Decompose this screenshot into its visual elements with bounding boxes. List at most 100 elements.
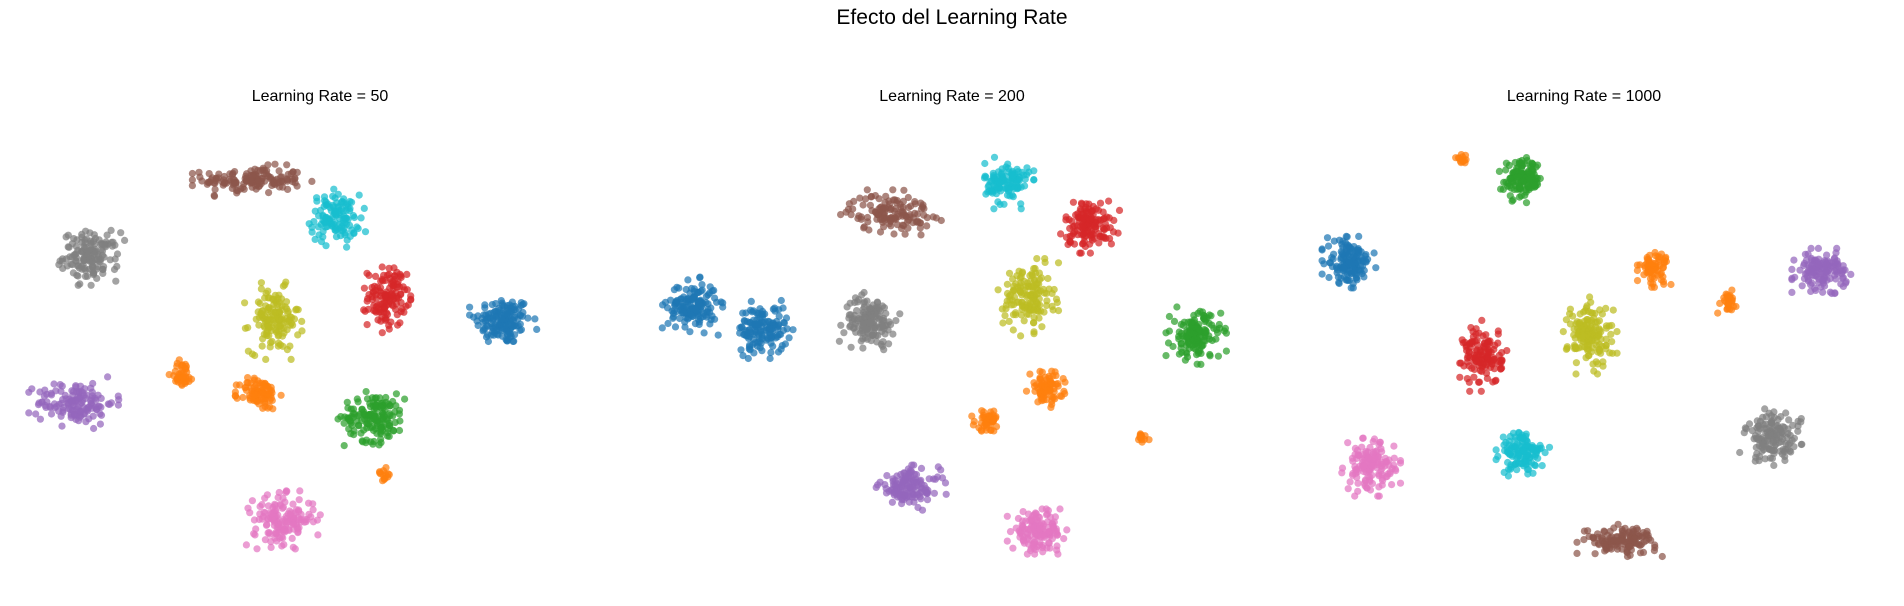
data-point	[533, 325, 541, 333]
data-point	[1584, 527, 1592, 535]
scatter-plot-lr-1000	[1318, 151, 1855, 561]
data-point	[1056, 392, 1064, 400]
data-point	[1494, 339, 1502, 347]
data-point	[1214, 352, 1222, 360]
data-point	[1478, 316, 1486, 324]
data-point	[1770, 461, 1778, 469]
data-point	[1667, 280, 1675, 289]
data-point	[1521, 174, 1529, 182]
data-point	[863, 186, 871, 194]
data-point	[1648, 259, 1656, 267]
data-point	[1796, 266, 1804, 274]
data-point	[1789, 421, 1797, 429]
data-point	[1006, 528, 1015, 536]
data-point	[1480, 339, 1488, 347]
data-point	[279, 527, 287, 535]
data-point	[395, 426, 404, 435]
data-point	[484, 331, 492, 339]
data-point	[847, 343, 855, 351]
data-point	[1031, 550, 1039, 558]
data-point	[859, 305, 867, 313]
data-point	[1496, 356, 1505, 364]
data-point	[1525, 465, 1533, 473]
data-point	[1580, 536, 1588, 544]
data-point	[1036, 367, 1044, 375]
data-point	[1018, 299, 1026, 307]
data-point	[1590, 314, 1598, 322]
data-point	[389, 427, 398, 435]
data-point	[707, 316, 715, 324]
data-point	[498, 326, 506, 334]
data-point	[904, 491, 912, 500]
data-point	[83, 391, 91, 399]
data-point	[1333, 262, 1341, 270]
data-point	[68, 387, 76, 395]
data-point	[354, 224, 362, 233]
data-point	[1578, 343, 1586, 351]
data-point	[1062, 233, 1070, 241]
data-point	[379, 423, 387, 431]
data-point	[358, 405, 366, 413]
data-point	[1787, 448, 1795, 456]
data-point	[289, 521, 297, 529]
data-point	[250, 530, 258, 538]
data-point	[860, 319, 868, 327]
data-point	[1584, 347, 1592, 355]
data-point	[992, 423, 1001, 431]
data-point	[1623, 552, 1632, 561]
data-point	[375, 441, 383, 449]
data-point	[970, 417, 978, 425]
data-point	[879, 218, 887, 226]
data-point	[1023, 279, 1032, 287]
data-point	[1388, 481, 1396, 489]
data-point	[1500, 441, 1508, 449]
data-point	[1020, 317, 1028, 325]
data-point	[1463, 375, 1471, 383]
data-point	[1019, 517, 1027, 525]
data-point	[1753, 424, 1761, 432]
data-point	[255, 321, 263, 329]
data-point	[775, 321, 783, 329]
data-point	[267, 339, 275, 347]
data-point	[114, 401, 122, 409]
data-point	[113, 250, 122, 258]
data-point	[288, 534, 296, 542]
data-point	[484, 337, 492, 346]
data-point	[314, 531, 322, 539]
data-point	[1507, 184, 1515, 192]
data-point	[1376, 438, 1384, 447]
data-point	[890, 230, 898, 238]
data-point	[1608, 338, 1616, 346]
data-point	[1348, 248, 1356, 256]
subplot-title: Learning Rate = 200	[879, 88, 1025, 105]
data-point	[372, 295, 381, 303]
data-point	[896, 200, 904, 208]
data-point	[362, 388, 370, 396]
data-point	[1370, 435, 1379, 443]
data-point	[283, 518, 292, 526]
data-point	[1022, 387, 1031, 395]
data-point	[117, 229, 125, 237]
data-point	[1595, 346, 1603, 354]
data-point	[1646, 251, 1654, 259]
data-point	[1082, 203, 1090, 212]
data-point	[1497, 365, 1505, 373]
data-point	[1572, 359, 1580, 367]
data-point	[742, 332, 750, 340]
data-point	[1105, 197, 1113, 205]
data-point	[1040, 308, 1048, 316]
data-point	[74, 272, 82, 280]
data-point	[264, 305, 272, 314]
data-point	[370, 307, 378, 315]
data-point	[1517, 170, 1525, 178]
cluster-7	[1736, 405, 1806, 469]
data-point	[1819, 269, 1827, 277]
data-point	[1751, 457, 1759, 465]
data-point	[990, 153, 999, 161]
data-point	[1752, 443, 1760, 452]
data-point	[909, 214, 917, 222]
data-point	[1838, 274, 1847, 282]
data-point	[90, 269, 98, 277]
data-point	[1003, 512, 1011, 520]
data-point	[294, 529, 302, 537]
